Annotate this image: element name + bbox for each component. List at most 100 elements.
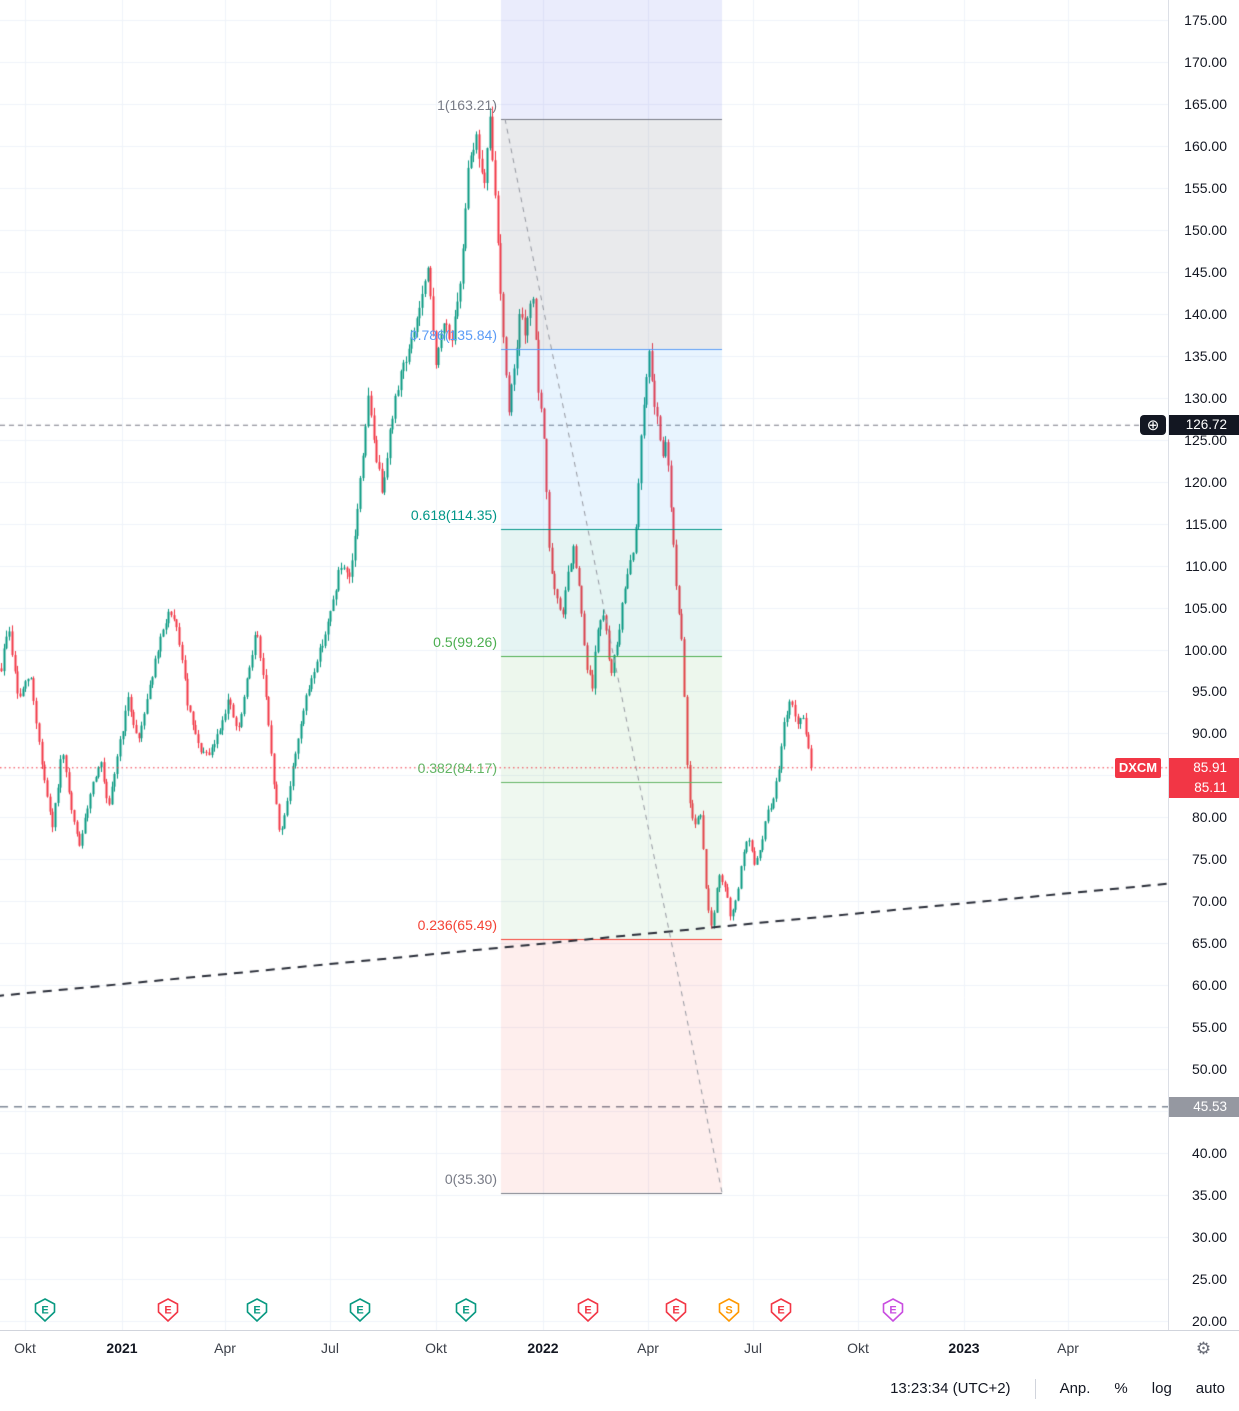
price-axis[interactable]: 175.00 170.00 165.00 160.00 155.00 150.00 145.… (1168, 0, 1239, 1330)
price-tick: 165.00 (1184, 95, 1227, 112)
price-tick: 135.00 (1184, 347, 1227, 364)
time-label-month: Okt (425, 1340, 447, 1356)
price-tick: 50.00 (1191, 1061, 1227, 1078)
toolbar-adjust[interactable]: Anp. (1059, 1380, 1091, 1397)
toolbar-percent[interactable]: % (1114, 1380, 1128, 1397)
price-tick: 75.00 (1191, 851, 1227, 868)
toolbar-auto[interactable]: auto (1195, 1380, 1225, 1397)
fib-level-label: 0.786(135.84) (409, 326, 497, 343)
price-tick: 70.00 (1191, 893, 1227, 910)
earnings-shield-icon: E (770, 1298, 792, 1323)
earnings-shield-icon: S (718, 1298, 740, 1323)
time-label-month: Jul (744, 1340, 762, 1356)
price-label-45.53: 45.53 (1169, 1096, 1239, 1117)
price-tick: 105.00 (1184, 599, 1227, 616)
price-tick: 95.00 (1191, 683, 1227, 700)
axis-settings-corner: ⚙ (1168, 1331, 1239, 1366)
svg-text:S: S (725, 1305, 732, 1317)
price-tick: 150.00 (1184, 221, 1227, 238)
price-tick: 170.00 (1184, 53, 1227, 70)
candlestick-canvas[interactable] (0, 0, 1168, 1330)
svg-text:E: E (462, 1305, 469, 1317)
time-label-year: 2022 (527, 1340, 559, 1356)
fib-level-label: 0.236(65.49) (417, 917, 497, 934)
price-tick: 110.00 (1185, 557, 1227, 574)
earnings-badge[interactable]: E (157, 1298, 179, 1323)
symbol-price-tag: DXCM (1115, 757, 1161, 778)
earnings-shield-icon: E (577, 1298, 599, 1323)
svg-text:E: E (672, 1305, 679, 1317)
price-tick: 65.00 (1191, 935, 1227, 952)
chart-pane[interactable]: 1(163.21) 0.786(135.84) 0.618(114.35) 0.5(9… (0, 0, 1168, 1330)
price-tick: 120.00 (1184, 473, 1227, 490)
svg-text:E: E (777, 1305, 784, 1317)
price-label-85.11: 85.11 (1169, 778, 1239, 799)
svg-text:E: E (41, 1305, 48, 1317)
earnings-badge[interactable]: E (577, 1298, 599, 1323)
earnings-badge[interactable]: E (246, 1298, 268, 1323)
add-alert-plus-button[interactable]: ⊕ (1140, 415, 1166, 436)
price-tick: 160.00 (1184, 137, 1227, 154)
svg-text:E: E (584, 1305, 591, 1317)
bottom-toolbar: 13:23:34 (UTC+2) Anp. % log auto (0, 1366, 1239, 1411)
earnings-shield-icon: E (665, 1298, 687, 1323)
toolbar-log[interactable]: log (1151, 1380, 1172, 1397)
price-tick: 140.00 (1184, 305, 1227, 322)
price-tick: 60.00 (1191, 977, 1227, 994)
price-tick: 145.00 (1184, 263, 1227, 280)
price-tick: 175.00 (1184, 12, 1227, 28)
price-tick: 125.00 (1184, 431, 1227, 448)
chart-row: 1(163.21) 0.786(135.84) 0.618(114.35) 0.5(9… (0, 0, 1239, 1330)
time-label-year: 2021 (106, 1340, 138, 1356)
time-label-year: 2023 (948, 1340, 980, 1356)
time-label-month: Apr (214, 1340, 236, 1356)
price-label-85.91: 85.91 (1169, 757, 1239, 778)
earnings-badge[interactable]: E (770, 1298, 792, 1323)
price-tick: 30.00 (1191, 1229, 1227, 1246)
price-tick: 20.00 (1191, 1313, 1227, 1329)
price-label-126.72: 126.72 (1169, 415, 1239, 436)
svg-text:E: E (253, 1305, 260, 1317)
earnings-shield-icon: E (349, 1298, 371, 1323)
svg-text:E: E (356, 1305, 363, 1317)
clock-timestamp[interactable]: 13:23:34 (UTC+2) (890, 1380, 1011, 1397)
svg-text:E: E (889, 1305, 896, 1317)
fib-level-label: 1(163.21) (437, 96, 497, 113)
earnings-badge[interactable]: E (665, 1298, 687, 1323)
time-label-strip[interactable]: Okt 2021 Apr Jul Okt 2022 Apr Jul Okt 2023 Apr (0, 1331, 1168, 1366)
price-tick: 40.00 (1191, 1145, 1227, 1162)
time-label-month: Jul (321, 1340, 339, 1356)
gear-icon[interactable]: ⚙ (1195, 1338, 1212, 1358)
earnings-shield-icon: E (157, 1298, 179, 1323)
price-tick: 90.00 (1191, 725, 1227, 742)
fib-level-label: 0(35.30) (444, 1170, 497, 1187)
earnings-badge[interactable]: E (882, 1298, 904, 1323)
time-label-month: Apr (1057, 1340, 1079, 1356)
fib-level-label: 0.618(114.35) (410, 507, 497, 524)
earnings-badge[interactable]: E (349, 1298, 371, 1323)
time-label-month: Okt (847, 1340, 869, 1356)
price-tick: 80.00 (1191, 809, 1227, 826)
fib-level-label: 0.382(84.17) (417, 760, 497, 777)
time-label-month: Apr (637, 1340, 659, 1356)
toolbar-divider (1034, 1378, 1036, 1399)
time-axis[interactable]: Okt 2021 Apr Jul Okt 2022 Apr Jul Okt 2023 Apr ⚙ (0, 1330, 1239, 1366)
price-tick: 155.00 (1184, 179, 1227, 196)
price-tick: 55.00 (1191, 1019, 1227, 1036)
earnings-badge[interactable]: E (455, 1298, 477, 1323)
price-tick: 130.00 (1184, 389, 1227, 406)
earnings-shield-icon: E (455, 1298, 477, 1323)
earnings-shield-icon: E (34, 1298, 56, 1323)
earnings-badge[interactable]: S (718, 1298, 740, 1323)
svg-text:E: E (164, 1305, 171, 1317)
price-tick: 35.00 (1191, 1187, 1227, 1204)
earnings-badge[interactable]: E (34, 1298, 56, 1323)
earnings-shield-icon: E (246, 1298, 268, 1323)
time-label-month: Okt (14, 1340, 36, 1356)
fib-level-label: 0.5(99.26) (433, 633, 497, 650)
earnings-shield-icon: E (882, 1298, 904, 1323)
price-tick: 100.00 (1184, 641, 1227, 658)
price-tick: 115.00 (1185, 515, 1227, 532)
plus-circle-icon: ⊕ (1146, 416, 1160, 434)
